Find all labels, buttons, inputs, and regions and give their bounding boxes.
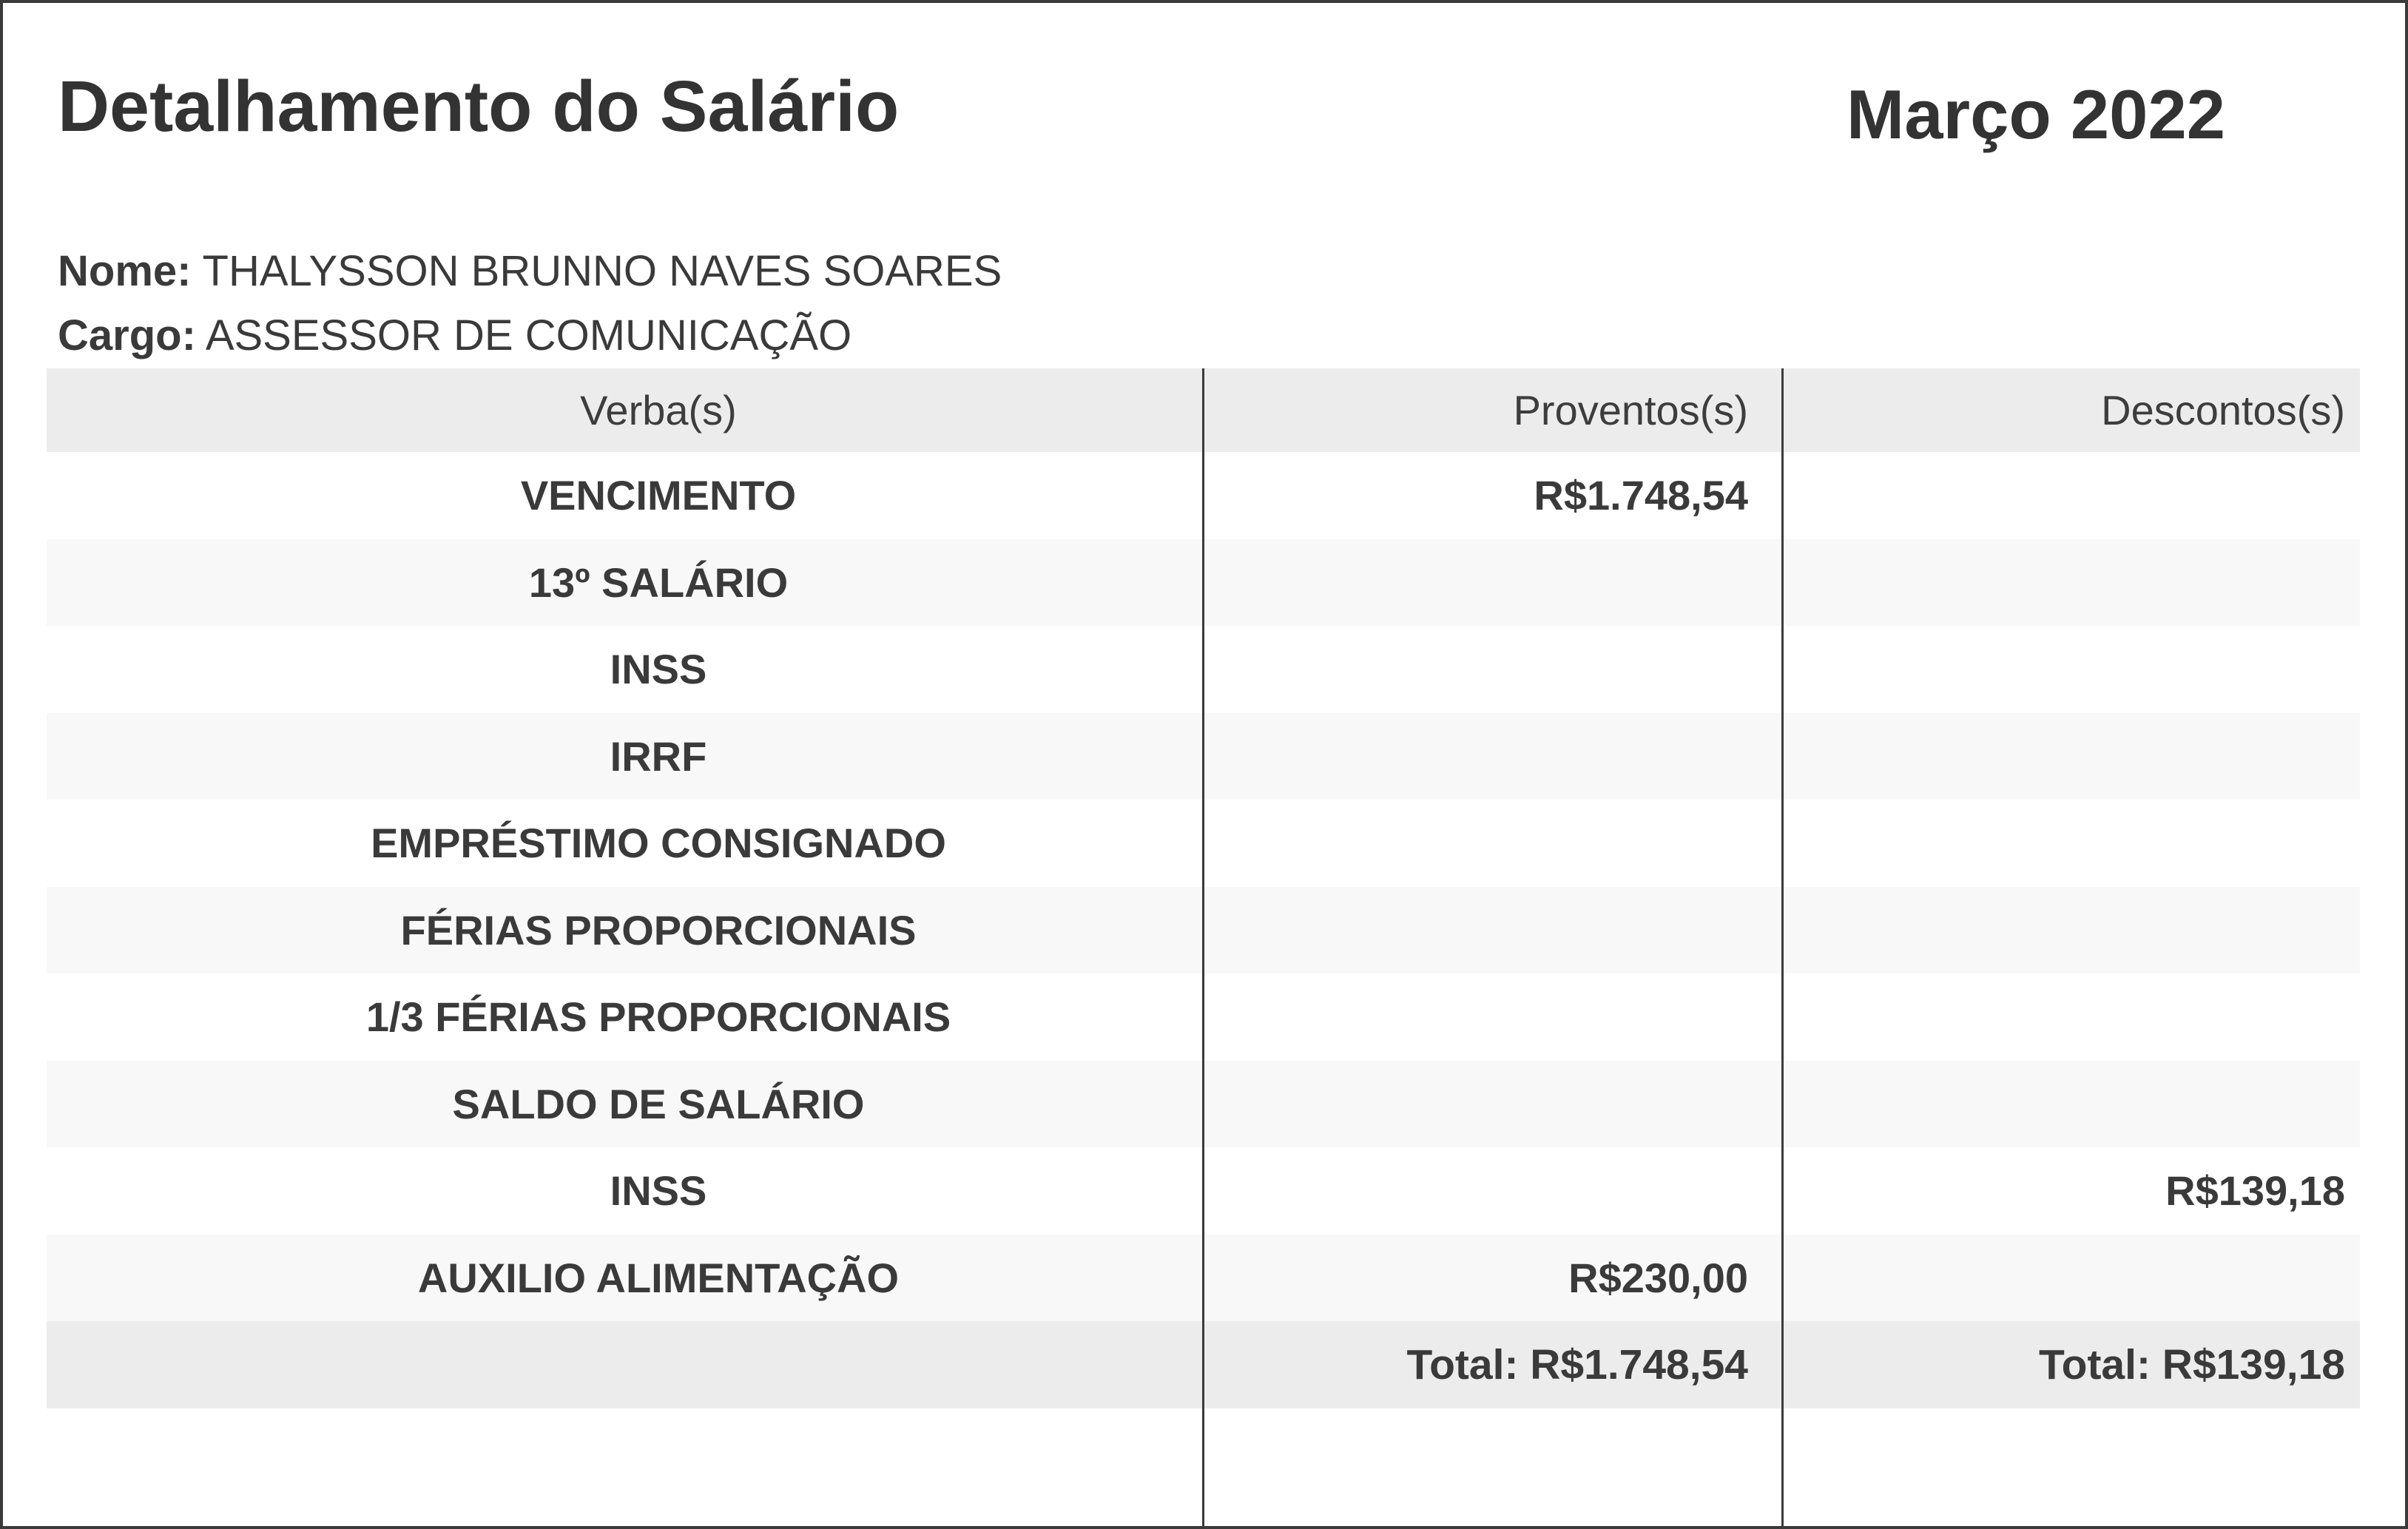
verba-cell: 13º SALÁRIO <box>528 558 789 606</box>
role-label: Cargo: <box>58 311 196 360</box>
verba-cell: VENCIMENTO <box>520 472 797 519</box>
employee-role-line: Cargo: ASSESSOR DE COMUNICAÇÃO <box>58 314 851 357</box>
verba-cell: INSS <box>610 646 707 693</box>
table-row: INSS <box>47 626 2360 713</box>
verba-cell: IRRF <box>610 732 707 780</box>
table-row: EMPRÉSTIMO CONSIGNADO <box>47 800 2360 887</box>
column-divider-1 <box>1202 368 1204 1526</box>
page-title: Detalhamento do Salário <box>58 66 900 146</box>
header-descontos: Descontos(s) <box>2101 387 2345 433</box>
proventos-cell: R$230,00 <box>1568 1254 1748 1301</box>
name-label: Nome: <box>58 247 192 295</box>
verba-cell: 1/3 FÉRIAS PROPORCIONAIS <box>365 993 951 1041</box>
verba-cell: SALDO DE SALÁRIO <box>452 1080 865 1127</box>
table-row: INSS R$139,18 <box>47 1147 2360 1235</box>
verba-cell: INSS <box>610 1167 707 1215</box>
name-value: THALYSSON BRUNNO NAVES SOARES <box>202 247 1002 295</box>
header-proventos: Proventos(s) <box>1513 387 1748 433</box>
salary-table: Verba(s) Proventos(s) Descontos(s) VENCI… <box>47 368 2360 1526</box>
table-total-row: Total: R$1.748,54 Total: R$139,18 <box>47 1321 2360 1408</box>
verba-cell: EMPRÉSTIMO CONSIGNADO <box>371 820 946 867</box>
role-value: ASSESSOR DE COMUNICAÇÃO <box>205 311 852 360</box>
proventos-cell: R$1.748,54 <box>1534 472 1748 519</box>
verba-cell: FÉRIAS PROPORCIONAIS <box>400 906 917 953</box>
verba-cell: AUXILIO ALIMENTAÇÃO <box>417 1254 900 1301</box>
table-row: 1/3 FÉRIAS PROPORCIONAIS <box>47 973 2360 1061</box>
descontos-cell: R$139,18 <box>2165 1167 2345 1215</box>
total-descontos-cell: Total: R$139,18 <box>2039 1341 2345 1388</box>
header-verba: Verba(s) <box>580 387 737 433</box>
table-row: VENCIMENTO R$1.748,54 <box>47 452 2360 539</box>
column-divider-2 <box>1781 368 1784 1526</box>
employee-name-line: Nome: THALYSSON BRUNNO NAVES SOARES <box>58 250 1002 293</box>
period-label: Março 2022 <box>1846 75 2225 153</box>
total-proventos-cell: Total: R$1.748,54 <box>1406 1341 1748 1388</box>
